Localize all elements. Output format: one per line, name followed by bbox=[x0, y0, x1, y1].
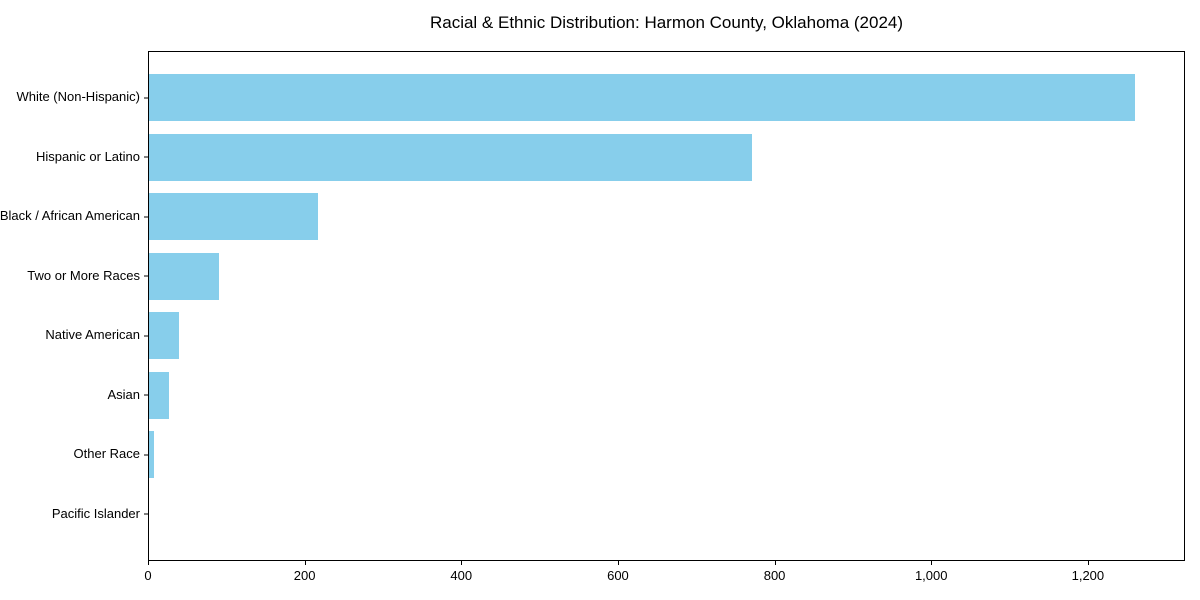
y-tick-mark bbox=[144, 454, 148, 456]
bar-rows bbox=[144, 68, 1184, 545]
x-tick-mark bbox=[304, 561, 306, 565]
y-tick-mark bbox=[144, 216, 148, 218]
y-tick-mark bbox=[144, 513, 148, 515]
y-axis-label: Other Race bbox=[73, 446, 140, 462]
x-tick-label: 0 bbox=[144, 568, 152, 583]
bar-row bbox=[144, 187, 1184, 247]
y-axis-label: Hispanic or Latino bbox=[35, 148, 140, 164]
x-tick-label: 400 bbox=[450, 568, 473, 583]
bar bbox=[149, 252, 219, 300]
y-axis-label: Asian bbox=[107, 386, 140, 402]
y-tick-mark bbox=[144, 335, 148, 337]
x-tick-mark bbox=[461, 561, 463, 565]
y-label-row: Pacific Islander bbox=[0, 484, 140, 544]
x-tick-label: 800 bbox=[763, 568, 786, 583]
bar-row bbox=[144, 366, 1184, 426]
x-tick-label: 200 bbox=[293, 568, 316, 583]
y-label-row: Asian bbox=[0, 365, 140, 425]
y-tick-mark bbox=[144, 156, 148, 158]
x-tick-mark bbox=[774, 561, 776, 565]
x-tick-label: 600 bbox=[607, 568, 629, 583]
bar-row bbox=[144, 68, 1184, 128]
plot-area bbox=[144, 51, 1185, 561]
y-axis-label: Native American bbox=[45, 327, 140, 343]
y-axis-label: Black / African American bbox=[0, 208, 140, 224]
bar bbox=[149, 74, 1135, 122]
x-axis: 0 200 400 600 800 1,000 1,200 bbox=[144, 561, 1185, 596]
y-axis-labels: White (Non-Hispanic) Hispanic or Latino Bl… bbox=[0, 51, 140, 561]
y-label-row: White (Non-Hispanic) bbox=[0, 67, 140, 127]
x-tick-mark bbox=[931, 561, 933, 565]
y-label-row: Black / African American bbox=[0, 186, 140, 246]
y-axis-label: Two or More Races bbox=[27, 267, 140, 283]
bar bbox=[149, 133, 752, 181]
x-tick-mark bbox=[148, 561, 149, 565]
y-label-row: Native American bbox=[0, 305, 140, 365]
y-tick-mark bbox=[144, 275, 148, 277]
bar bbox=[149, 371, 169, 419]
y-axis-label: White (Non-Hispanic) bbox=[16, 89, 140, 105]
bar-row bbox=[144, 247, 1184, 307]
bar-row bbox=[144, 306, 1184, 366]
chart-title: Racial & Ethnic Distribution: Harmon Cou… bbox=[429, 13, 904, 32]
y-label-row: Hispanic or Latino bbox=[0, 127, 140, 187]
y-label-row: Two or More Races bbox=[0, 246, 140, 306]
y-axis-label: Pacific Islander bbox=[51, 505, 140, 521]
y-tick-mark bbox=[144, 394, 148, 396]
x-tick-mark bbox=[1087, 561, 1089, 565]
bar-row bbox=[144, 425, 1184, 485]
bar-row bbox=[144, 485, 1184, 545]
y-label-row: Other Race bbox=[0, 424, 140, 484]
y-tick-mark bbox=[144, 97, 148, 99]
bar-row bbox=[144, 128, 1184, 188]
x-tick-label: 1,200 bbox=[1071, 568, 1105, 583]
bar bbox=[149, 312, 179, 360]
x-tick-mark bbox=[617, 561, 619, 565]
x-tick-label: 1,000 bbox=[914, 568, 948, 583]
bar bbox=[149, 193, 318, 241]
bar bbox=[149, 431, 154, 479]
